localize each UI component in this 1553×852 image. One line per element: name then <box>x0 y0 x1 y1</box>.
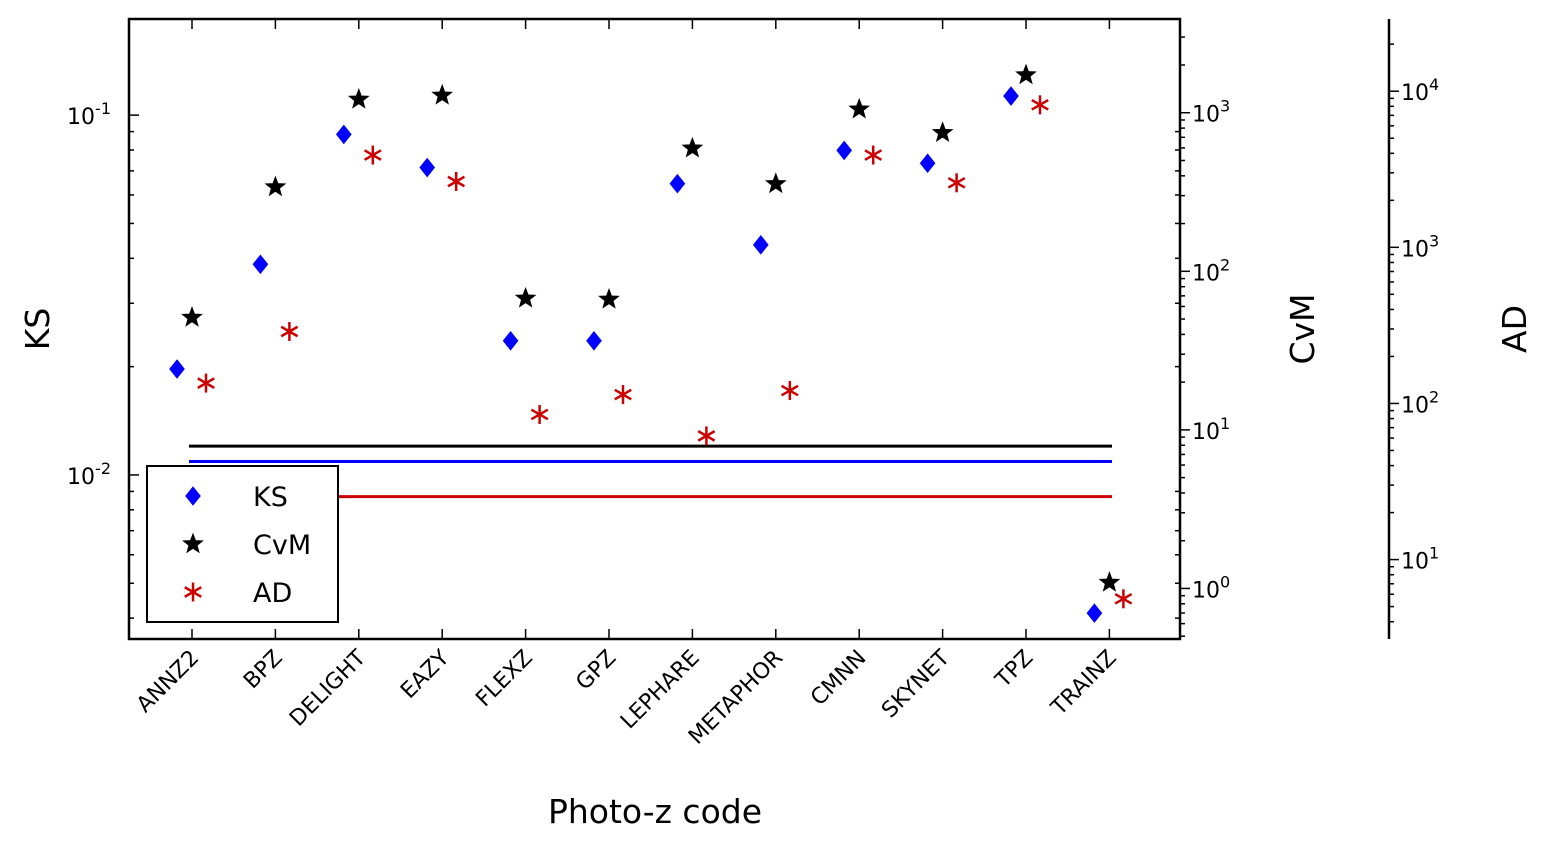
point-cvm-metaphor <box>764 172 787 194</box>
point-ks-tpz <box>1003 86 1019 106</box>
point-cvm-bpz <box>264 175 287 197</box>
point-cvm-eazy <box>431 83 454 105</box>
point-ad-eazy <box>447 171 466 191</box>
x-tick-label-trainz: TRAINZ <box>1046 646 1122 722</box>
legend-label-ad: AD <box>253 578 292 609</box>
x-tick-label-eazy: EAZY <box>396 645 455 704</box>
ks-tick-label: 10-1 <box>67 99 111 130</box>
point-ad-gpz <box>614 385 632 405</box>
point-ad-lephare <box>697 426 716 446</box>
point-ks-bpz <box>252 254 269 275</box>
cvm-tick-label: 103 <box>1192 97 1230 128</box>
point-ad-flexz <box>530 404 549 424</box>
point-cvm-trainz <box>1098 571 1121 592</box>
data-markers <box>169 63 1133 623</box>
point-ks-metaphor <box>752 235 769 255</box>
legend-label-cvm: CvM <box>253 530 311 561</box>
x-axis-title: Photo-z code <box>548 792 762 831</box>
point-ad-metaphor <box>780 381 799 401</box>
point-ks-annz2 <box>169 359 185 379</box>
point-cvm-annz2 <box>181 306 203 327</box>
legend-marker-ad <box>184 582 202 602</box>
point-ks-delight <box>335 124 352 145</box>
x-tick-label-bpz: BPZ <box>239 646 287 694</box>
point-ks-gpz <box>586 330 602 351</box>
cvm-tick-label: 100 <box>1192 572 1230 603</box>
x-tick-label-lephare: LEPHARE <box>616 646 705 735</box>
ad-axis: 101 102 103 104 <box>1389 43 1439 623</box>
plot-frame <box>127 17 1182 641</box>
x-tick-label-flexz: FLEXZ <box>471 646 537 712</box>
point-ks-flexz <box>502 330 519 351</box>
point-ad-skynet <box>947 173 966 193</box>
legend-marker-cvm <box>182 532 204 554</box>
point-ad-trainz <box>1114 589 1133 609</box>
ad-tick-label: 104 <box>1401 75 1439 106</box>
ad-axis-title: AD <box>1495 305 1534 353</box>
cvm-tick-label: 102 <box>1192 255 1230 286</box>
point-ad-delight <box>363 145 382 165</box>
x-tick-label-delight: DELIGHT <box>285 645 371 731</box>
reference-lines <box>189 444 1112 499</box>
x-tick-label-cmnn: CMNN <box>806 646 871 711</box>
ks-axis-title: KS <box>18 308 57 351</box>
legend-box <box>146 465 339 623</box>
cvm-tick-label: 101 <box>1192 414 1230 445</box>
ad-tick-label: 103 <box>1401 231 1439 262</box>
point-cvm-cmnn <box>848 97 871 119</box>
point-ks-lephare <box>669 173 686 194</box>
point-cvm-gpz <box>598 287 620 309</box>
cvm-axis: 100 101 102 103 <box>1180 36 1230 637</box>
ad-tick-label: 102 <box>1401 387 1439 418</box>
point-cvm-tpz <box>1015 63 1037 85</box>
point-cvm-lephare <box>681 136 704 158</box>
legend-marker-ks <box>185 486 201 506</box>
cvm-axis-title: CvM <box>1283 293 1322 364</box>
x-tick-label-gpz: GPZ <box>571 646 621 696</box>
x-tick-label-tpz: TPZ <box>990 646 1038 694</box>
point-cvm-skynet <box>931 121 954 142</box>
point-ad-bpz <box>280 321 299 341</box>
point-ad-tpz <box>1031 95 1049 115</box>
legend-label-ks: KS <box>253 482 288 513</box>
point-ad-cmnn <box>864 145 883 165</box>
legend: KS CvM AD <box>146 465 339 623</box>
x-tick-label-skynet: SKYNET <box>877 645 955 723</box>
point-ks-trainz <box>1086 603 1103 623</box>
x-tick-label-annz2: ANNZ2 <box>132 646 204 718</box>
point-ks-skynet <box>919 153 936 174</box>
point-ad-annz2 <box>197 373 215 393</box>
point-ks-eazy <box>419 157 436 178</box>
ad-tick-label: 101 <box>1401 544 1439 575</box>
point-ks-cmnn <box>836 140 853 161</box>
ks-axis: 10-2 10-1 <box>67 99 1180 619</box>
point-cvm-delight <box>347 88 370 109</box>
ks-tick-label: 10-2 <box>67 459 111 490</box>
point-cvm-flexz <box>514 286 537 308</box>
